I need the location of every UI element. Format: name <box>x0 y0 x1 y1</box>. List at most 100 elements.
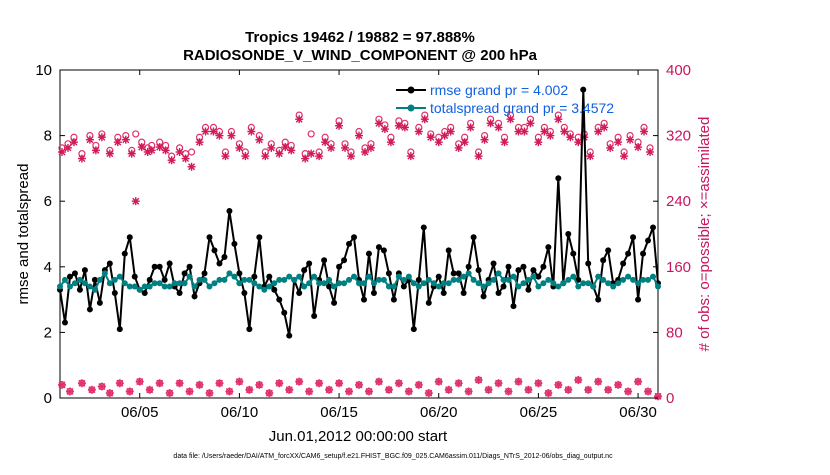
obs-assimilated-point <box>460 138 469 147</box>
rmse-point <box>515 267 522 274</box>
totalspread-point <box>405 273 412 280</box>
totalspread-point <box>385 283 392 290</box>
obs-assimilated-point <box>600 123 609 132</box>
totalspread-point <box>71 280 78 287</box>
totalspread-point <box>336 280 343 287</box>
totalspread-point <box>555 283 562 290</box>
obs-assimilated-point <box>97 133 106 142</box>
obs-assimilated-point <box>57 148 66 156</box>
totalspread-point <box>605 280 612 287</box>
obs-assimilated-point <box>69 138 78 147</box>
totalspread-point <box>480 283 487 290</box>
totalspread-point <box>565 276 572 283</box>
rmse-point <box>605 247 612 254</box>
rmse-point <box>400 283 407 290</box>
obs-assimilated-low-point <box>305 387 314 396</box>
obs-assimilated-low-point <box>594 377 603 386</box>
rmse-point <box>455 270 462 277</box>
obs-assimilated-low-point <box>374 377 383 386</box>
rmse-point <box>475 267 482 274</box>
totalspread-point <box>241 276 248 283</box>
totalspread-point <box>510 273 517 280</box>
x-tick-label: 06/25 <box>520 404 558 421</box>
data-marks <box>57 86 662 401</box>
totalspread-point <box>286 273 293 280</box>
y-right-tick-label: 400 <box>666 62 691 79</box>
obs-assimilated-point <box>221 152 230 161</box>
rmse-point <box>415 276 422 283</box>
legend-spread-label: totalspread grand pr = 3.4572 <box>430 100 614 116</box>
rmse-point <box>246 326 253 333</box>
obs-assimilated-point <box>480 135 489 144</box>
rmse-point <box>131 273 138 280</box>
obs-assimilated-point <box>614 138 623 147</box>
totalspread-point <box>231 273 238 280</box>
rmse-point <box>331 299 338 306</box>
totalspread-point <box>326 276 333 283</box>
legend-rmse-label: rmse grand pr = 4.002 <box>430 82 568 98</box>
obs-assimilated-low-point <box>345 387 354 396</box>
rmse-point <box>375 244 382 251</box>
rmse-point <box>151 263 158 270</box>
totalspread-point <box>645 276 652 283</box>
totalspread-point <box>470 276 477 283</box>
totalspread-point <box>590 283 597 290</box>
totalspread-point <box>505 276 512 283</box>
obs-assimilated-point <box>131 197 140 206</box>
obs-assimilated-low-point <box>205 389 214 398</box>
obs-assimilated-low-point <box>394 379 403 388</box>
obs-assimilated-point <box>275 149 284 158</box>
obs-assimilated-low-point <box>484 385 493 394</box>
rmse-point <box>360 296 367 303</box>
rmse-point <box>445 247 452 254</box>
obs-assimilated-point <box>295 115 304 124</box>
obs-assimilated-low-point <box>125 387 134 396</box>
totalspread-point <box>66 283 73 290</box>
rmse-point <box>365 250 372 257</box>
obs-assimilated-point <box>215 131 224 140</box>
rmse-point <box>181 270 188 277</box>
totalspread-point <box>201 276 208 283</box>
obs-assimilated-point <box>466 123 475 132</box>
rmse-point <box>111 290 118 297</box>
totalspread-point <box>191 283 198 290</box>
obs-assimilated-low-point <box>404 387 413 396</box>
obs-assimilated-point <box>147 146 156 155</box>
rmse-point <box>520 263 527 270</box>
totalspread-point <box>415 283 422 290</box>
y-right-tick-label: 160 <box>666 259 691 276</box>
obs-assimilated-point <box>500 138 509 147</box>
totalspread-point <box>550 280 557 287</box>
obs-assimilated-low-point <box>185 387 194 396</box>
totalspread-point <box>360 280 367 287</box>
obs-assimilated-point <box>321 138 330 147</box>
rmse-point <box>301 267 308 274</box>
obs-assimilated-point <box>255 135 264 144</box>
totalspread-point <box>625 273 632 280</box>
totalspread-point <box>435 283 442 290</box>
obs-possible-point <box>307 130 315 138</box>
rmse-point <box>410 326 417 333</box>
rmse-point <box>241 290 248 297</box>
rmse-point <box>166 260 173 267</box>
totalspread-point <box>490 276 497 283</box>
obs-assimilated-low-point <box>275 379 284 388</box>
totalspread-point <box>450 276 457 283</box>
obs-assimilated-low-point <box>574 375 583 384</box>
totalspread-point <box>236 280 243 287</box>
obs-assimilated-point <box>301 154 310 163</box>
totalspread-point <box>600 276 607 283</box>
obs-assimilated-low-point <box>215 379 224 388</box>
totalspread-point <box>121 280 128 287</box>
rmse-point <box>211 247 218 254</box>
obs-assimilated-point <box>127 149 136 158</box>
obs-assimilated-low-point <box>87 385 96 394</box>
obs-assimilated-point <box>247 127 256 136</box>
rmse-point <box>61 319 68 326</box>
totalspread-point <box>146 283 153 290</box>
legend-rmse-marker <box>407 86 415 94</box>
totalspread-point <box>57 283 63 290</box>
obs-assimilated-low-point <box>255 380 264 389</box>
obs-possible-point <box>132 130 140 138</box>
totalspread-point <box>400 276 407 283</box>
